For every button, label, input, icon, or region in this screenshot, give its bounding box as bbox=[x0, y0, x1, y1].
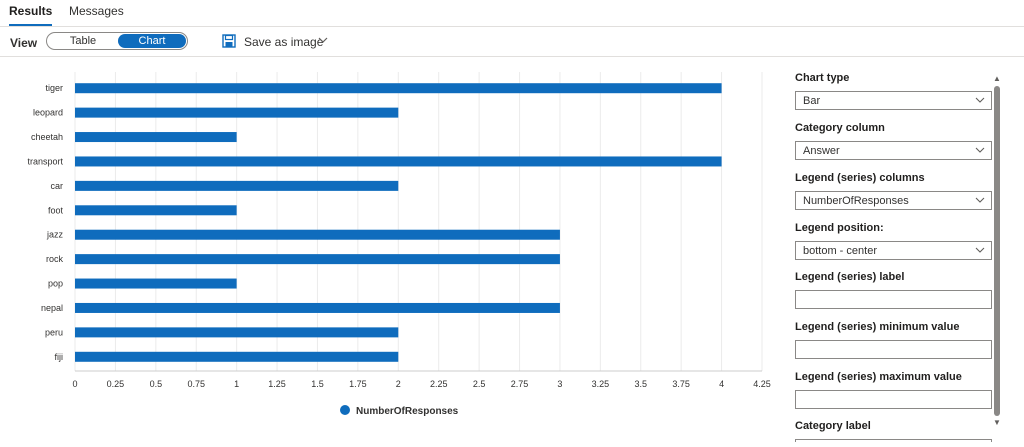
category-label: transport bbox=[27, 156, 63, 166]
chevron-down-icon bbox=[318, 37, 328, 43]
save-as-image-label: Save as image bbox=[244, 35, 324, 49]
category-column-label: Category column bbox=[795, 122, 885, 134]
chart-type-dropdown[interactable]: Bar bbox=[795, 91, 992, 110]
panel-scrollbar[interactable]: ▲ ▼ bbox=[992, 74, 1002, 427]
chart-type-label: Chart type bbox=[795, 72, 850, 84]
x-tick-label: 0.5 bbox=[150, 379, 163, 389]
chevron-down-icon bbox=[975, 147, 985, 153]
x-tick-label: 2.25 bbox=[430, 379, 448, 389]
scroll-down-arrow-icon[interactable]: ▼ bbox=[993, 418, 1001, 427]
x-tick-label: 3.25 bbox=[592, 379, 610, 389]
bar bbox=[75, 229, 560, 240]
view-toggle: Table Chart bbox=[46, 32, 188, 50]
legend-label: NumberOfResponses bbox=[356, 406, 459, 417]
scroll-up-arrow-icon[interactable]: ▲ bbox=[993, 74, 1001, 83]
x-tick-label: 2 bbox=[396, 379, 401, 389]
category-label: peru bbox=[45, 327, 63, 337]
chevron-down-icon bbox=[975, 247, 985, 253]
x-tick-label: 0.75 bbox=[187, 379, 205, 389]
legend-series-columns-value: NumberOfResponses bbox=[803, 195, 909, 207]
view-chart-option[interactable]: Chart bbox=[118, 34, 186, 48]
x-tick-label: 2.5 bbox=[473, 379, 486, 389]
view-label: View bbox=[10, 36, 38, 50]
chevron-down-icon bbox=[975, 97, 985, 103]
x-tick-label: 1.5 bbox=[311, 379, 324, 389]
x-tick-label: 4.25 bbox=[753, 379, 771, 389]
category-label: nepal bbox=[41, 303, 63, 313]
x-tick-label: 3.75 bbox=[672, 379, 690, 389]
category-label: car bbox=[50, 181, 63, 191]
x-tick-label: 0 bbox=[72, 379, 77, 389]
chevron-down-icon bbox=[975, 197, 985, 203]
legend-series-maximum-value-input[interactable] bbox=[795, 390, 992, 409]
category-label: tiger bbox=[45, 83, 63, 93]
category-label: cheetah bbox=[31, 132, 63, 142]
legend-series-maximum-value-label: Legend (series) maximum value bbox=[795, 371, 962, 383]
bar-chart: 0 0.25 0.5 0.75 1 1.25 1.5 1.75 2 2.25 2.5 2.75 3 3.2… bbox=[27, 72, 771, 417]
bar bbox=[75, 205, 237, 216]
bar bbox=[75, 180, 399, 191]
chart-area: 0 0.25 0.5 0.75 1 1.25 1.5 1.75 2 2.25 2.5 2.75 3 3.2… bbox=[0, 58, 780, 442]
legend-series-minimum-value-label: Legend (series) minimum value bbox=[795, 321, 960, 333]
legend-series-columns-dropdown[interactable]: NumberOfResponses bbox=[795, 191, 992, 210]
legend-series-minimum-value-input[interactable] bbox=[795, 340, 992, 359]
legend-series-label-input[interactable] bbox=[795, 290, 992, 309]
category-label: fiji bbox=[55, 352, 64, 362]
chart-type-value: Bar bbox=[803, 95, 821, 107]
category-label: jazz bbox=[46, 230, 64, 240]
category-label: leopard bbox=[33, 108, 63, 118]
legend-position-dropdown[interactable]: bottom - center bbox=[795, 241, 992, 260]
x-tick-label: 4 bbox=[719, 379, 724, 389]
scroll-thumb[interactable] bbox=[994, 86, 1000, 416]
category-label: foot bbox=[48, 205, 64, 215]
save-icon bbox=[222, 34, 236, 48]
x-tick-label: 3.5 bbox=[635, 379, 648, 389]
bar bbox=[75, 254, 560, 265]
tab-messages[interactable]: Messages bbox=[69, 4, 124, 18]
bar bbox=[75, 156, 722, 167]
category-label-label: Category label bbox=[795, 420, 871, 432]
view-toolbar: View Table Chart Save as image bbox=[0, 28, 1024, 57]
legend-series-columns-label: Legend (series) columns bbox=[795, 172, 925, 184]
bar bbox=[75, 302, 560, 313]
bar bbox=[75, 327, 399, 338]
x-tick-label: 0.25 bbox=[107, 379, 125, 389]
x-tick-label: 2.75 bbox=[511, 379, 529, 389]
bar bbox=[75, 351, 399, 362]
bar bbox=[75, 83, 722, 94]
category-column-dropdown[interactable]: Answer bbox=[795, 141, 992, 160]
category-label: pop bbox=[48, 279, 63, 289]
bar bbox=[75, 107, 399, 118]
category-label: rock bbox=[46, 254, 64, 264]
view-table-option[interactable]: Table bbox=[69, 35, 97, 47]
x-tick-label: 1 bbox=[234, 379, 239, 389]
tab-results[interactable]: Results bbox=[9, 4, 53, 26]
legend-position-label: Legend position: bbox=[795, 222, 884, 234]
chart-settings-panel: Chart type Bar Category column Answer Legend… bbox=[786, 58, 1024, 442]
x-tick-label: 3 bbox=[557, 379, 562, 389]
x-tick-label: 1.25 bbox=[268, 379, 286, 389]
category-column-value: Answer bbox=[803, 145, 840, 157]
legend-series-label-label: Legend (series) label bbox=[795, 271, 905, 283]
category-label-input[interactable] bbox=[795, 439, 992, 442]
bar bbox=[75, 132, 237, 143]
bar bbox=[75, 278, 237, 289]
x-tick-label: 1.75 bbox=[349, 379, 367, 389]
legend-marker bbox=[340, 405, 350, 415]
legend-position-value: bottom - center bbox=[803, 245, 877, 257]
results-tab-bar: Results Messages bbox=[0, 0, 1024, 27]
